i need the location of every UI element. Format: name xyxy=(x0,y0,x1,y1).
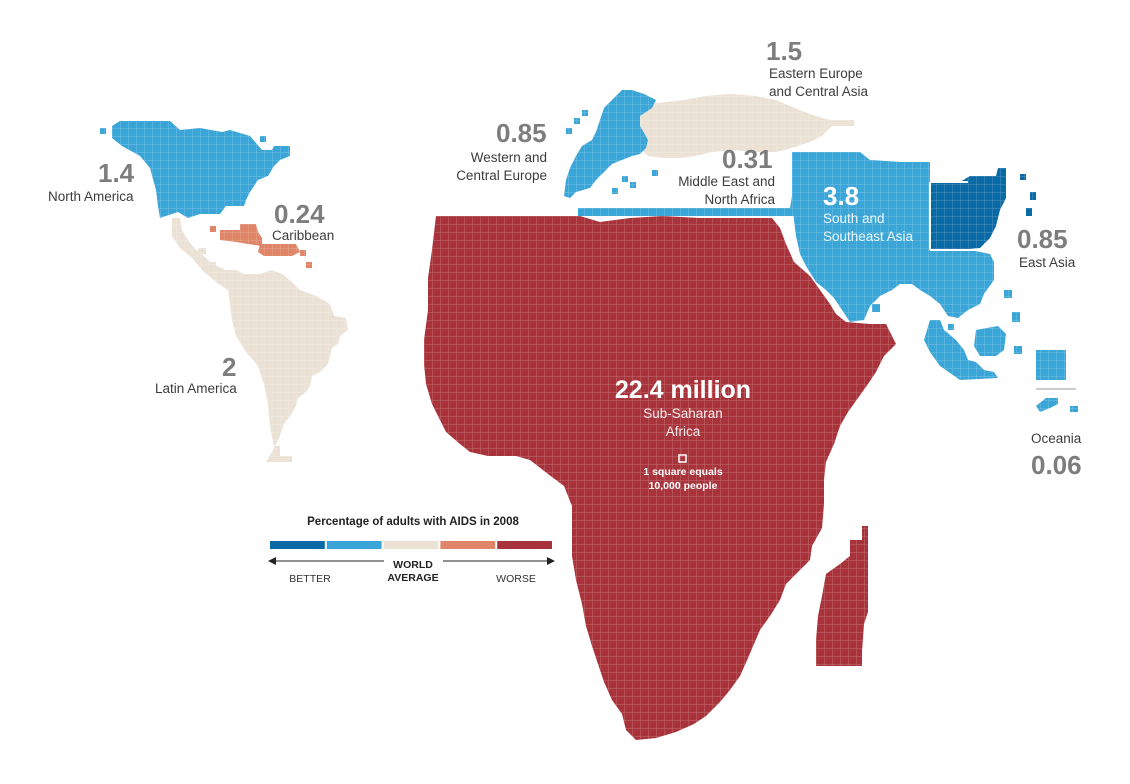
sub-saharan-africa-value: 22.4 million xyxy=(614,376,752,404)
north-america-name: North America xyxy=(48,189,134,204)
eastern-europe-name: Eastern Europe and Central Asia xyxy=(769,65,868,101)
south-asia-name-line2: Southeast Asia xyxy=(823,228,914,244)
latin-america-value: 2 xyxy=(222,352,237,382)
legend-better: BETTER xyxy=(289,573,331,585)
eastern-europe-name-line1: Eastern Europe xyxy=(769,66,863,81)
middle-east-name: Middle East and North Africa xyxy=(660,173,775,209)
arrow-right-icon xyxy=(547,557,555,565)
legend-color-bar xyxy=(270,541,552,549)
middle-east-name-line2: North Africa xyxy=(704,191,775,207)
key-square-icon xyxy=(678,454,687,463)
oceania-value: 0.06 xyxy=(1031,450,1082,480)
western-europe-name: Western and Central Europe xyxy=(440,149,547,185)
legend-worse: WORSE xyxy=(496,573,536,585)
eastern-europe-name-line2: and Central Asia xyxy=(769,83,869,99)
key-text-line2: 10,000 people xyxy=(648,479,718,492)
western-europe-value: 0.85 xyxy=(496,118,547,148)
south-asia-name: South and Southeast Asia xyxy=(823,210,913,246)
legend: Percentage of adults with AIDS in 2008 B… xyxy=(268,516,555,585)
legend-swatch-red xyxy=(497,541,552,549)
legend-swatch-darkblue xyxy=(270,541,325,549)
key-text-line1: 1 square equals xyxy=(643,466,723,478)
legend-swatch-beige xyxy=(383,541,439,549)
legend-average: AVERAGE xyxy=(387,572,438,584)
middle-east-name-line1: Middle East and xyxy=(678,174,775,189)
south-asia-name-line1: South and xyxy=(823,211,885,226)
east-asia-value: 0.85 xyxy=(1017,224,1068,254)
sub-saharan-africa-name-line1: Sub-Saharan xyxy=(643,406,723,421)
caribbean-value: 0.24 xyxy=(274,199,325,229)
east-asia-name: East Asia xyxy=(1019,255,1076,270)
key-text: 1 square equals 10,000 people xyxy=(618,466,748,493)
legend-swatch-blue xyxy=(326,541,382,549)
western-europe-name-line2: Central Europe xyxy=(456,167,547,183)
western-europe-name-line1: Western and xyxy=(470,150,547,165)
north-america-value: 1.4 xyxy=(98,158,135,188)
caribbean-name: Caribbean xyxy=(272,228,335,243)
sub-saharan-africa-name: Sub-Saharan Africa xyxy=(618,405,748,441)
latin-america-name: Latin America xyxy=(155,381,237,396)
legend-swatch-salmon xyxy=(440,541,496,549)
oceania-name: Oceania xyxy=(1031,431,1082,446)
legend-world: WORLD xyxy=(393,559,433,571)
sub-saharan-africa-name-line2: Africa xyxy=(665,423,701,439)
arrow-left-icon xyxy=(268,557,276,565)
eastern-europe-value: 1.5 xyxy=(766,36,803,66)
legend-title: Percentage of adults with AIDS in 2008 xyxy=(307,516,519,528)
middle-east-value: 0.31 xyxy=(722,144,773,174)
south-asia-value: 3.8 xyxy=(823,181,860,211)
